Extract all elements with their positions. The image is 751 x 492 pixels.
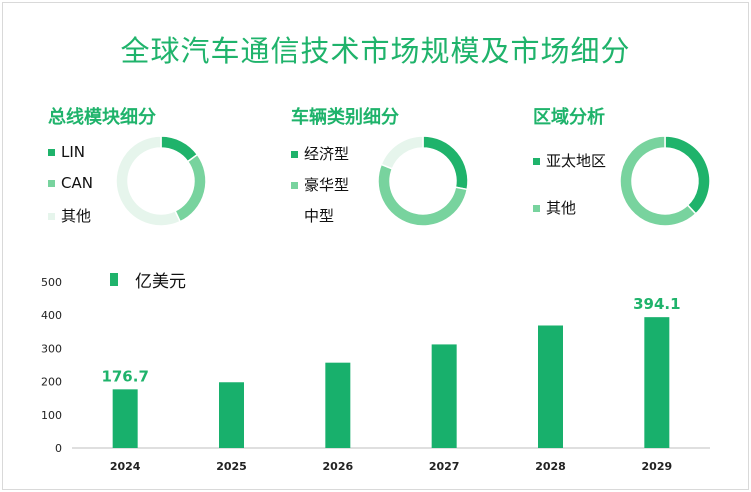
x-tick-label: 2028: [535, 460, 566, 473]
legend-swatch: [533, 158, 540, 165]
legend-swatch: [291, 182, 298, 189]
y-tick-label: 0: [55, 442, 62, 455]
legend-label: 其他: [61, 207, 92, 225]
x-tick-label: 2024: [110, 460, 141, 473]
legend-item-can: CAN: [48, 174, 93, 192]
donut-slice: [377, 163, 469, 227]
section-title-bus-module: 总线模块细分: [48, 107, 156, 128]
legend-label: 经济型: [304, 145, 350, 163]
legend-swatch: [48, 149, 55, 156]
donut-chart-region: [619, 135, 711, 227]
section-title-region: 区域分析: [533, 107, 605, 128]
x-tick-label: 2027: [429, 460, 460, 473]
donut-chart-bus-module: [115, 135, 207, 227]
bar: [431, 344, 457, 448]
bar: [325, 362, 351, 448]
legend-swatch: [48, 213, 55, 220]
page-title: 全球汽车通信技术市场规模及市场细分: [120, 34, 631, 68]
donut-slice: [174, 153, 207, 223]
legend-label: 其他: [546, 199, 577, 217]
donut-slice: [422, 135, 469, 191]
donut-slice: [115, 135, 182, 227]
x-tick-label: 2026: [323, 460, 354, 473]
x-tick-label: 2025: [216, 460, 247, 473]
y-tick-label: 300: [41, 342, 62, 355]
legend-swatch: [291, 151, 298, 158]
legend-item-other: 其他: [48, 205, 91, 226]
y-tick-label: 200: [41, 376, 62, 389]
legend-label: 豪华型: [304, 176, 350, 194]
bar: [112, 389, 138, 448]
legend-item-lin: LIN: [48, 143, 85, 161]
legend-label: 中型: [304, 207, 335, 225]
legend-label: CAN: [61, 174, 93, 192]
legend-item-midsize: 中型: [291, 205, 334, 226]
bar: [219, 382, 244, 448]
legend-swatch: [291, 213, 298, 220]
legend-swatch-series: [110, 273, 118, 286]
section-title-vehicle-class: 车辆类别细分: [291, 107, 399, 128]
legend-item-asia-pacific: 亚太地区: [533, 150, 606, 171]
legend-item-region-other: 其他: [533, 197, 576, 218]
legend-label-series: 亿美元: [135, 272, 186, 292]
legend-label: 亚太地区: [546, 152, 607, 170]
data-label: 394.1: [633, 295, 680, 313]
donut-slice: [664, 135, 711, 215]
bar: [644, 317, 670, 448]
y-axis: 0 100 200 300 400 500: [41, 276, 710, 455]
y-tick-label: 500: [41, 276, 62, 289]
legend-swatch: [48, 180, 55, 187]
donut-slice: [380, 135, 424, 170]
data-label: 176.7: [101, 367, 148, 385]
donut-chart-vehicle-class: [377, 135, 469, 227]
legend-label: LIN: [61, 143, 86, 161]
x-axis: 2024 2025 2026 2027 2028 2029: [110, 460, 672, 473]
legend-item-economy: 经济型: [291, 143, 349, 164]
x-tick-label: 2029: [642, 460, 673, 473]
y-tick-label: 400: [41, 309, 62, 322]
legend-swatch: [533, 205, 540, 212]
legend-item-luxury: 豪华型: [291, 174, 349, 195]
bars: [112, 317, 670, 448]
donut-slice: [619, 135, 697, 227]
y-tick-label: 100: [41, 409, 62, 422]
data-labels: 176.7 394.1: [101, 295, 680, 385]
bar: [538, 325, 563, 448]
